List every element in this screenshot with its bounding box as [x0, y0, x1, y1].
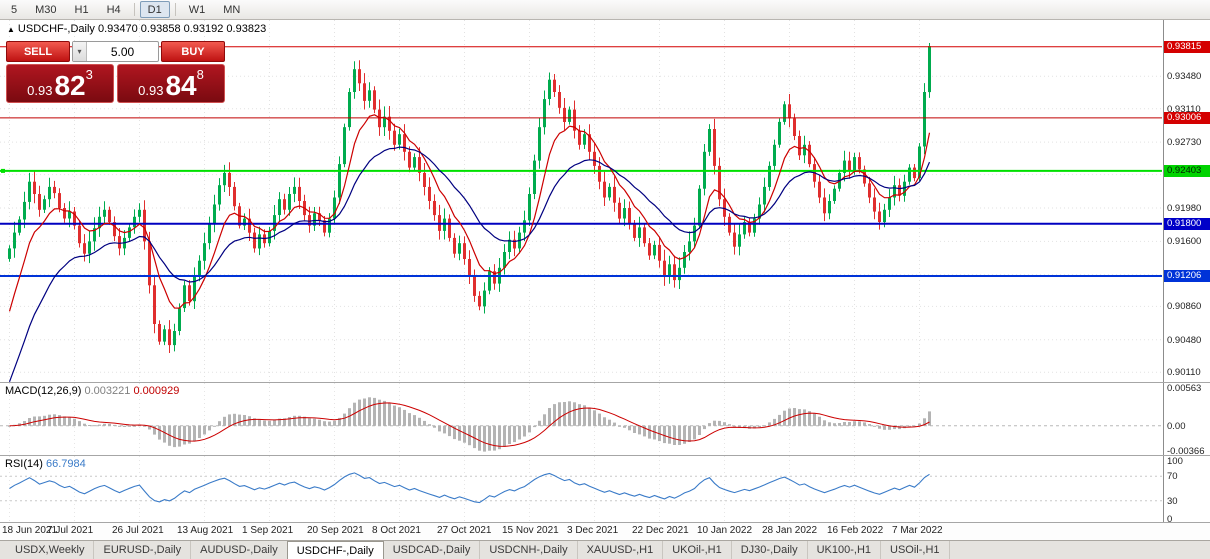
volume-input[interactable]: ▾ 5.00: [72, 41, 159, 62]
timeframe-button-mn[interactable]: MN: [223, 4, 241, 16]
rsi-label: RSI(14) 66.7984: [5, 458, 86, 470]
chart-area[interactable]: 0.93480 0.93110 0.92730 0.91980 0.91600 0.908…: [0, 20, 1210, 540]
rsi-chart[interactable]: [0, 456, 1162, 522]
rsi-scale[interactable]: 100 70 30 0: [1163, 456, 1210, 522]
sell-price-display[interactable]: 0.93 82 3: [6, 64, 114, 103]
chart-title-bar: ▲ USDCHF-,Daily 0.93470 0.93858 0.93192 0…: [7, 23, 266, 35]
buy-button[interactable]: BUY: [161, 41, 225, 62]
date-axis[interactable]: 18 Jun 2021 7 Jul 2021 26 Jul 2021 13 Aug 2…: [0, 523, 1210, 540]
date-label: 16 Feb 2022: [827, 525, 884, 536]
volume-value: 5.00: [110, 44, 135, 59]
one-click-trading-panel: SELL ▾ 5.00 BUY 0.93 82 3 0.93 84 8: [6, 41, 225, 103]
price-tick: 0.91980: [1167, 203, 1202, 214]
rsi-tick: 100: [1167, 456, 1183, 467]
buy-price-display[interactable]: 0.93 84 8: [117, 64, 225, 103]
chart-tab-dj30-daily[interactable]: DJ30-,Daily: [732, 541, 808, 559]
panel-splitter[interactable]: [0, 455, 1210, 456]
panel-splitter[interactable]: [0, 382, 1210, 383]
volume-dropdown-icon[interactable]: ▾: [73, 42, 87, 61]
chart-tab-usoil-h1[interactable]: USOil-,H1: [881, 541, 950, 559]
date-label: 7 Jul 2021: [47, 525, 94, 536]
date-label: 20 Sep 2021: [307, 525, 364, 536]
rsi-tick: 70: [1167, 471, 1178, 483]
rsi-tick: 0: [1167, 514, 1173, 522]
timeframe-button-m30[interactable]: M30: [35, 4, 57, 16]
timeframe-button-5[interactable]: 5: [11, 4, 18, 16]
chart-tabs: USDX,Weekly EURUSD-,Daily AUDUSD-,Daily USD…: [0, 540, 1210, 559]
rsi-tick: 30: [1167, 495, 1178, 507]
timeframe-button-h4[interactable]: H4: [106, 4, 121, 16]
rsi-name: RSI(14): [5, 458, 43, 470]
price-tick: 0.92730: [1167, 137, 1202, 149]
buy-price-big: 84: [165, 70, 197, 101]
panel-splitter: [0, 522, 1210, 523]
price-tick: 0.91600: [1167, 236, 1202, 248]
one-click-toggle-icon[interactable]: ▲: [7, 25, 15, 34]
sell-price-big: 82: [54, 70, 86, 101]
date-label: 26 Jul 2021: [112, 525, 164, 536]
sell-price-pip: 3: [85, 67, 93, 82]
macd-signal-value: 0.000929: [133, 385, 180, 397]
macd-name: MACD(12,26,9): [5, 385, 82, 397]
date-label: 10 Jan 2022: [697, 525, 753, 536]
price-tick: 0.93110: [1167, 103, 1201, 115]
timeframe-button-d1[interactable]: D1: [139, 1, 170, 18]
date-label: 13 Aug 2021: [177, 525, 234, 536]
macd-chart[interactable]: [0, 383, 1162, 455]
toolbar-separator: [133, 3, 135, 16]
chart-tab-usdx-weekly[interactable]: USDX,Weekly: [6, 541, 95, 559]
price-scale[interactable]: 0.93480 0.93110 0.92730 0.91980 0.91600 0.908…: [1163, 20, 1210, 382]
buy-price-pip: 8: [196, 67, 204, 82]
sell-button[interactable]: SELL: [6, 41, 70, 62]
timeframe-button-w1[interactable]: W1: [188, 4, 206, 16]
date-label: 8 Oct 2021: [372, 525, 421, 536]
date-label: 27 Oct 2021: [437, 525, 492, 536]
macd-label: MACD(12,26,9) 0.003221 0.000929: [5, 385, 179, 397]
date-label: 28 Jan 2022: [762, 525, 818, 536]
date-label: 22 Dec 2021: [632, 525, 689, 536]
date-label: 3 Dec 2021: [567, 525, 619, 536]
date-label: 15 Nov 2021: [502, 525, 559, 536]
macd-panel[interactable]: 0.00563 0.00 -0.00366 MACD(12,26,9) 0.0032…: [0, 383, 1210, 455]
macd-tick: 0.00563: [1167, 383, 1202, 394]
price-tick: 0.93480: [1167, 71, 1202, 83]
date-label: 1 Sep 2021: [242, 525, 294, 536]
price-line-badge: 0.92403: [1164, 164, 1210, 177]
date-label: 18 Jun 2021: [2, 525, 58, 536]
macd-tick: -0.00366: [1167, 445, 1205, 455]
chart-tab-ukoil-h1[interactable]: UKOil-,H1: [663, 541, 732, 559]
price-tick: 0.90480: [1167, 334, 1202, 346]
timeframe-button-h1[interactable]: H1: [74, 4, 89, 16]
price-line-badge: 0.91206: [1164, 270, 1210, 282]
price-tick: 0.90110: [1167, 367, 1201, 379]
toolbar-separator: [174, 3, 176, 16]
macd-tick: 0.00: [1167, 420, 1186, 432]
chart-ohlc-title: USDCHF-,Daily 0.93470 0.93858 0.93192 0.…: [17, 23, 267, 35]
chart-tab-xauusd-h1[interactable]: XAUUSD-,H1: [578, 541, 664, 559]
chart-tab-audusd-daily[interactable]: AUDUSD-,Daily: [191, 541, 288, 559]
chart-tab-eurusd-daily[interactable]: EURUSD-,Daily: [94, 541, 192, 559]
rsi-value: 66.7984: [45, 458, 86, 470]
candlestick-chart[interactable]: [0, 20, 1162, 382]
price-panel[interactable]: 0.93480 0.93110 0.92730 0.91980 0.91600 0.908…: [0, 20, 1210, 382]
chart-tab-usdcnh-daily[interactable]: USDCNH-,Daily: [480, 541, 578, 559]
price-line-badge: 0.93006: [1164, 111, 1210, 124]
chart-tab-uk100-h1[interactable]: UK100-,H1: [808, 541, 882, 559]
macd-scale[interactable]: 0.00563 0.00 -0.00366: [1163, 383, 1210, 455]
chart-tab-usdcad-daily[interactable]: USDCAD-,Daily: [384, 541, 481, 559]
buy-price-prefix: 0.93: [138, 83, 164, 98]
price-line-badge: 0.93815: [1164, 40, 1210, 53]
timeframe-toolbar: 5 M30 H1 H4 D1 W1 MN: [0, 0, 1210, 20]
rsi-panel[interactable]: 100 70 30 0 RSI(14) 66.7984: [0, 456, 1210, 522]
date-label: 7 Mar 2022: [892, 525, 943, 536]
price-line-badge: 0.91800: [1164, 217, 1210, 230]
chart-tab-usdchf-daily[interactable]: USDCHF-,Daily: [286, 541, 384, 559]
price-tick: 0.90860: [1167, 301, 1202, 313]
macd-main-value: 0.003221: [84, 385, 131, 397]
sell-price-prefix: 0.93: [27, 83, 53, 98]
